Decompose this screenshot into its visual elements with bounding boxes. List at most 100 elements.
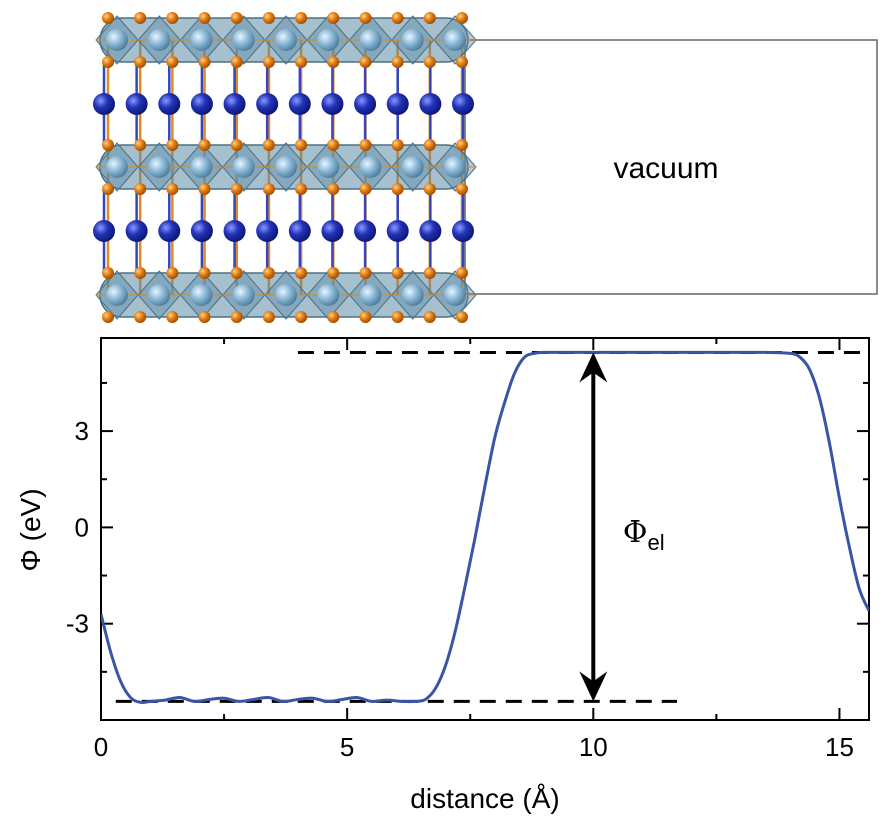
oxygen-atom [134,267,147,279]
oxygen-atom [102,311,114,323]
oxygen-atom [423,12,436,24]
spacer-atom [288,93,311,115]
oxygen-atom [102,12,114,24]
oxygen-atom [166,311,179,323]
x-tick-label: 15 [825,732,854,762]
arrow-head-up [579,352,608,383]
metal-atom [148,284,171,306]
metal-atom [275,29,297,51]
spacer-atom [321,220,344,242]
oxygen-atom [456,12,468,24]
y-tick-label: -3 [66,609,89,639]
oxygen-atom [262,267,275,279]
metal-atom [444,29,466,51]
oxygen-atom [198,311,211,323]
oxygen-atom [327,12,340,24]
spacer-atom [386,220,409,242]
oxygen-atom [230,12,243,24]
spacer-atom [419,220,442,242]
spacer-atom [223,220,246,242]
oxygen-atom [230,56,243,68]
oxygen-atom [456,139,468,151]
oxygen-atom [134,139,147,151]
metal-atom [275,156,297,178]
oxygen-atom [423,267,436,279]
oxygen-atom [230,139,243,151]
metal-atom [359,156,382,178]
vacuum-label: vacuum [613,152,718,185]
spacer-atom [321,93,344,115]
oxygen-atom [166,56,179,68]
spacer-atom [452,93,474,115]
spacer-atom [93,93,115,115]
metal-atom [359,29,382,51]
oxygen-atom [198,56,211,68]
oxygen-atom [262,56,275,68]
oxygen-atom [295,56,308,68]
spacer-atom [158,93,181,115]
oxygen-atom [391,311,404,323]
potential-chart: 0 5 10 15 -3 0 3 Φel distance (Å) Φ (eV) [15,337,870,814]
oxygen-atom [295,311,308,323]
oxygen-atom [423,311,436,323]
metal-atom [444,156,466,178]
oxygen-atom [327,56,340,68]
metal-atom [317,156,340,178]
metal-atom [275,284,297,306]
arrow-head-down [579,671,608,702]
spacer-atom [158,220,181,242]
oxygen-atom [166,139,179,151]
metal-atom [106,156,128,178]
phi-el-subscript: el [647,530,664,555]
metal-atom [148,29,171,51]
spacer-atom [354,93,377,115]
oxygen-atom [359,139,372,151]
metal-atom [148,156,171,178]
metal-atom [317,284,340,306]
oxygen-atom [423,183,436,195]
phi-el-annotation: Φel [623,515,665,555]
oxygen-atom [134,56,147,68]
oxygen-atom [295,267,308,279]
metal-atom [444,284,466,306]
x-tick-label: 10 [579,732,608,762]
spacer-atom [256,93,279,115]
oxygen-atom [102,267,114,279]
crystal-structure: vacuum [93,12,878,323]
metal-atom [190,29,213,51]
oxygen-atom [359,183,372,195]
oxygen-atom [391,267,404,279]
metal-atom [190,156,213,178]
spacer-atom [190,93,213,115]
y-tick-label: 0 [75,512,89,542]
oxygen-atom [391,12,404,24]
metal-atom [232,156,255,178]
oxygen-atom [134,12,147,24]
phi-el-symbol: Φ [623,515,648,550]
oxygen-atom [295,12,308,24]
oxygen-atom [134,311,147,323]
oxygen-atom [102,56,114,68]
oxygen-atom [262,12,275,24]
oxygen-atom [166,183,179,195]
oxygen-atom [230,183,243,195]
oxygen-atom [423,139,436,151]
oxygen-atom [327,183,340,195]
x-axis-title: distance (Å) [410,783,559,814]
oxygen-atom [198,139,211,151]
oxygen-atom [456,267,468,279]
reference-lines [115,350,869,703]
spacer-atom [256,220,279,242]
oxygen-atom [230,311,243,323]
oxygen-atom [391,183,404,195]
metal-atom [401,284,424,306]
spacer-atom [125,93,148,115]
phi-el-arrow [579,352,608,702]
oxygen-atom [359,12,372,24]
oxygen-atom [327,311,340,323]
x-tick-label: 0 [94,732,108,762]
y-tick-label: 3 [75,416,89,446]
oxygen-atom [230,267,243,279]
oxygen-atom [391,139,404,151]
